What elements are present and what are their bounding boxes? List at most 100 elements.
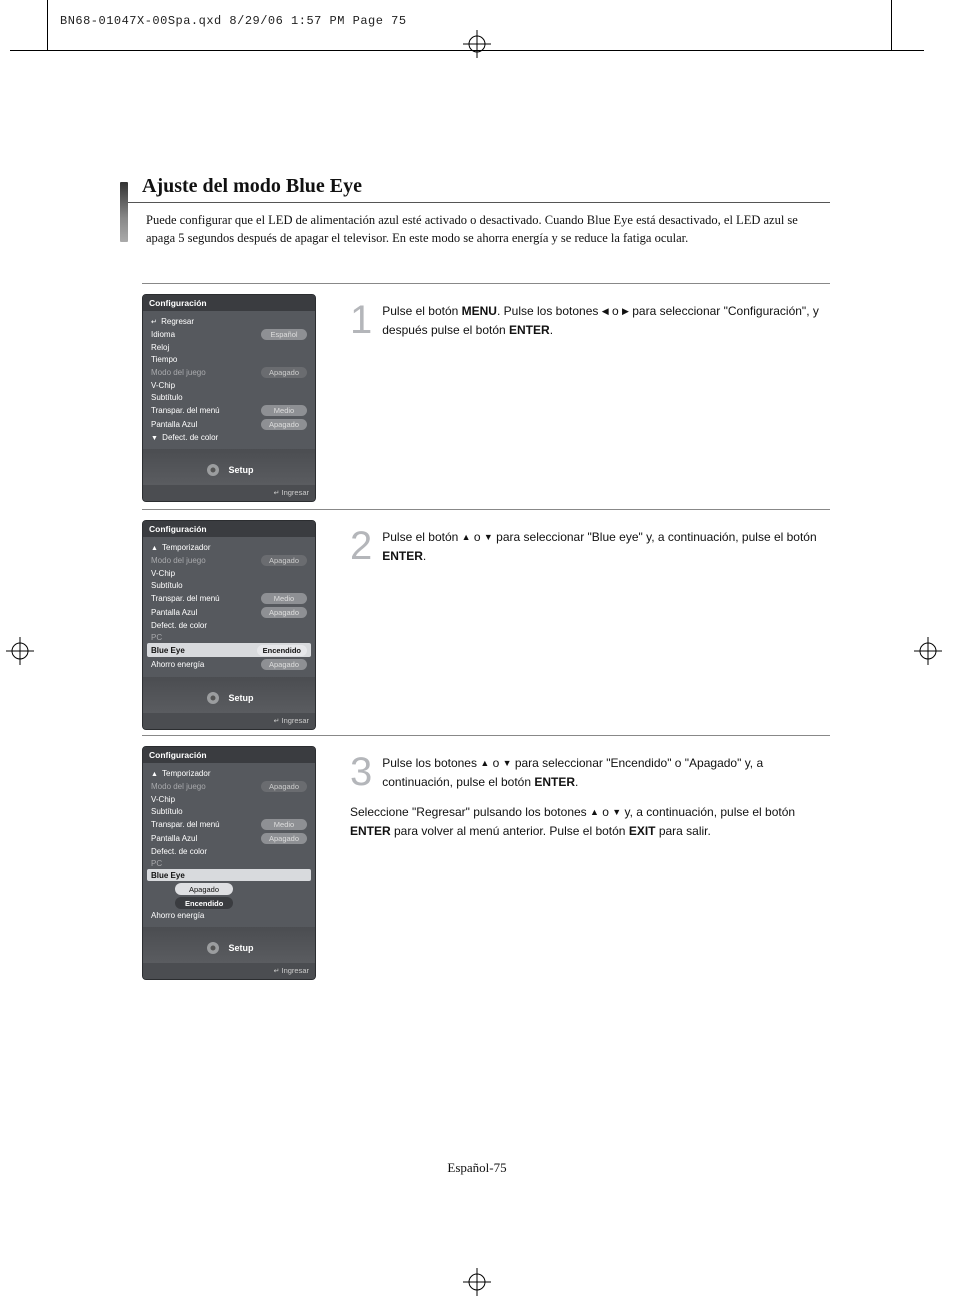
osd-row-label: Subtítulo [151, 581, 183, 590]
osd-row-label: Tiempo [151, 355, 177, 364]
step-number: 1 [350, 302, 372, 338]
osd-value-pill: Medio [261, 593, 307, 604]
osd-row-label: Subtítulo [151, 393, 183, 402]
osd-menu-row[interactable]: V-Chip [147, 379, 311, 391]
osd-setup-label: Setup [228, 465, 253, 475]
osd-menu-row[interactable]: V-Chip [147, 793, 311, 805]
osd-row-label: V-Chip [151, 795, 175, 804]
osd-value-pill: Apagado [261, 367, 307, 378]
down-arrow-icon: ▼ [503, 757, 512, 771]
osd-row-label: Defect. de color [151, 847, 207, 856]
osd-popup-option[interactable]: Encendido [175, 897, 233, 909]
osd-menu-row[interactable]: Subtítulo [147, 805, 311, 817]
osd-hint: ↵Ingresar [143, 713, 315, 729]
osd-row-label: Idioma [151, 330, 175, 339]
osd-row-label: Transpar. del menú [151, 406, 220, 415]
osd-row-label: V-Chip [151, 381, 175, 390]
osd-hint: ↵Ingresar [143, 485, 315, 501]
osd-menu-row[interactable]: Defect. de color [147, 845, 311, 857]
osd-menu-row[interactable]: Ahorro energíaApagado [147, 657, 311, 671]
gear-icon [204, 461, 222, 479]
registration-mark-bottom [463, 1268, 491, 1296]
osd-row-label: Subtítulo [151, 807, 183, 816]
osd-footer: Setup [143, 449, 315, 485]
osd-menu-row[interactable]: Pantalla AzulApagado [147, 605, 311, 619]
step-number: 2 [350, 528, 372, 564]
osd-menu-row[interactable]: Tiempo [147, 353, 311, 365]
step-3-text: 3 Pulse los botones ▲ o ▼ para seleccion… [350, 746, 830, 980]
osd-menu-row[interactable]: Transpar. del menúMedio [147, 817, 311, 831]
right-arrow-icon: ▶ [622, 305, 629, 319]
chevron-up-icon: ▲ [151, 545, 158, 552]
step-1-text: 1 Pulse el botón MENU. Pulse los botones… [350, 294, 830, 509]
osd-footer: Setup [143, 927, 315, 963]
page-title: Ajuste del modo Blue Eye [142, 175, 362, 198]
osd-setup-label: Setup [228, 943, 253, 953]
osd-value-pill: Encendido [257, 645, 307, 656]
osd-value-pill: Medio [261, 405, 307, 416]
osd-menu-row[interactable]: Ahorro energía [147, 909, 311, 921]
step-3: Configuración ▲ Temporizador Modo del ju… [142, 735, 830, 980]
title-accent-bar [120, 182, 128, 242]
gear-icon [204, 939, 222, 957]
osd-menu-row[interactable]: Subtítulo [147, 391, 311, 403]
page-content: Ajuste del modo Blue Eye Puede configura… [120, 175, 830, 980]
enter-icon: ↵ [274, 490, 280, 497]
step-1: Configuración ↵ Regresar IdiomaEspañol R… [142, 283, 830, 509]
osd-row-label: Modo del juego [151, 782, 206, 791]
osd-menu-row[interactable]: Blue Eye [147, 869, 311, 881]
osd-menu-row[interactable]: ↵ Regresar [147, 315, 311, 327]
osd-menu-row[interactable]: V-Chip [147, 567, 311, 579]
chevron-up-icon: ▲ [151, 771, 158, 778]
osd-row-label: V-Chip [151, 569, 175, 578]
osd-row-label: PC [151, 633, 162, 642]
osd-screenshot-2: Configuración ▲ Temporizador Modo del ju… [142, 520, 316, 735]
osd-row-label: ↵ Regresar [151, 317, 194, 326]
osd-setup-label: Setup [228, 693, 253, 703]
osd-hint: ↵Ingresar [143, 963, 315, 979]
osd-screenshot-3: Configuración ▲ Temporizador Modo del ju… [142, 746, 316, 980]
osd-title: Configuración [143, 295, 315, 311]
osd-menu-row[interactable]: Reloj [147, 341, 311, 353]
osd-popup-option[interactable]: Apagado [175, 883, 233, 895]
up-arrow-icon: ▲ [590, 806, 599, 820]
osd-row-label: Blue Eye [151, 871, 185, 880]
osd-value-pill: Apagado [261, 833, 307, 844]
osd-row-label: Ahorro energía [151, 911, 204, 920]
osd-footer: Setup [143, 677, 315, 713]
osd-row-label: Blue Eye [151, 646, 185, 655]
osd-menu-row[interactable]: Transpar. del menú Medio [147, 591, 311, 605]
osd-row-label: Pantalla Azul [151, 834, 197, 843]
osd-menu-row[interactable]: ▲ Temporizador [147, 767, 311, 779]
osd-value-pill: Apagado [261, 555, 307, 566]
down-arrow-icon: ▼ [484, 531, 493, 545]
osd-menu-row[interactable]: PC [147, 857, 311, 869]
step-2: Configuración ▲ Temporizador Modo del ju… [142, 509, 830, 735]
osd-value-pill: Apagado [261, 607, 307, 618]
osd-menu-row[interactable]: Modo del juego Apagado [147, 779, 311, 793]
left-arrow-icon: ◀ [602, 305, 609, 319]
osd-row-label: ▲ Temporizador [151, 769, 210, 778]
up-arrow-icon: ▲ [480, 757, 489, 771]
osd-row-label: Modo del juego [151, 368, 206, 377]
osd-menu-row[interactable]: ▲ Temporizador [147, 541, 311, 553]
osd-row-label: Transpar. del menú [151, 820, 220, 829]
osd-menu-row[interactable]: PC [147, 631, 311, 643]
osd-row-label: Transpar. del menú [151, 594, 220, 603]
osd-popup-options: Apagado Encendido [175, 883, 311, 909]
osd-menu-row[interactable]: Defect. de color [147, 619, 311, 631]
osd-menu-row[interactable]: Pantalla AzulApagado [147, 417, 311, 431]
osd-menu-row[interactable]: ▼ Defect. de color [147, 431, 311, 443]
osd-value-pill: Apagado [261, 781, 307, 792]
osd-menu-row[interactable]: Modo del juegoApagado [147, 553, 311, 567]
osd-title: Configuración [143, 521, 315, 537]
page-footer: Español-75 [0, 1160, 954, 1176]
osd-menu-row[interactable]: Blue Eye Encendido [147, 643, 311, 657]
osd-menu-row[interactable]: Modo del juego Apagado [147, 365, 311, 379]
gear-icon [204, 689, 222, 707]
osd-menu-row[interactable]: Subtítulo [147, 579, 311, 591]
osd-row-label: Defect. de color [151, 621, 207, 630]
osd-menu-row[interactable]: Transpar. del menú Medio [147, 403, 311, 417]
osd-menu-row[interactable]: Pantalla Azul Apagado [147, 831, 311, 845]
osd-menu-row[interactable]: IdiomaEspañol [147, 327, 311, 341]
